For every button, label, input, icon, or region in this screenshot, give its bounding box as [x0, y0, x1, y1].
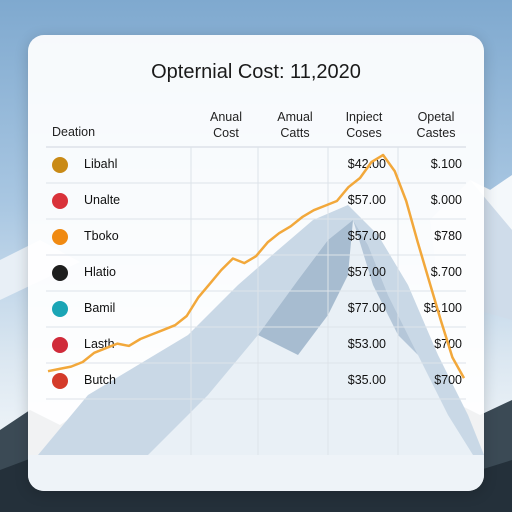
row-label: Bamil — [84, 301, 116, 315]
row-icon — [52, 301, 68, 317]
mountain-artwork — [28, 205, 484, 491]
cell-inpiect-coses: $42.00 — [347, 157, 386, 171]
cell-inpiect-coses: $57.00 — [347, 193, 386, 207]
trend-line — [47, 153, 466, 379]
cell-inpiect-coses: $35.00 — [347, 373, 386, 387]
column-header-opetal-castes: Opetal Castes — [416, 110, 456, 140]
cell-opetal-castes: $.700 — [430, 265, 462, 279]
cell-opetal-castes: $5.100 — [423, 301, 462, 315]
column-header-amual-catts: Amual Catts — [277, 110, 313, 140]
cell-inpiect-coses: $77.00 — [347, 301, 386, 315]
chart-card: Opternial Cost: 11,2020 Deation Anual Cos… — [28, 35, 484, 491]
row-label: Tboko — [84, 229, 119, 243]
column-header-anual-cost: Anual Cost — [210, 110, 242, 140]
row-label: Hlatio — [84, 265, 116, 279]
row-icon — [52, 373, 68, 389]
cell-opetal-castes: $.100 — [430, 157, 462, 171]
row-label: Libahl — [84, 157, 118, 171]
row-icon — [52, 229, 68, 245]
chart-title: Opternial Cost: 11,2020 — [151, 61, 361, 83]
cell-opetal-castes: $700 — [434, 373, 462, 387]
cell-opetal-castes: $780 — [434, 229, 462, 243]
column-header-deation: Deation — [52, 125, 96, 139]
cell-inpiect-coses: $53.00 — [347, 337, 386, 351]
cell-inpiect-coses: $57.00 — [347, 229, 386, 243]
row-icon — [52, 337, 68, 353]
trend-line-layer — [47, 153, 466, 379]
column-header-inpiect-coses: Inpiect Coses — [345, 110, 383, 140]
row-icon — [52, 265, 68, 281]
row-icon — [52, 193, 68, 209]
row-icon — [52, 157, 68, 173]
row-label: Unalte — [84, 193, 121, 207]
cell-inpiect-coses: $57.00 — [347, 265, 386, 279]
cell-opetal-castes: $.000 — [430, 193, 462, 207]
row-label: Butch — [84, 373, 116, 387]
